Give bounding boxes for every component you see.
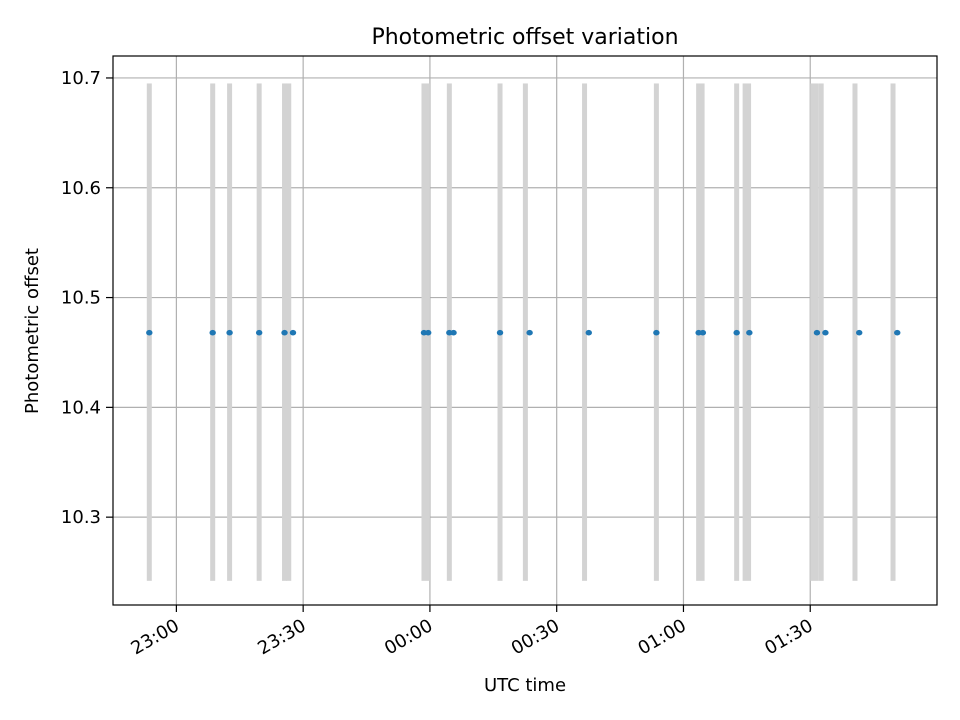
plot-frame: [112, 55, 938, 606]
data-point: [894, 329, 901, 336]
observation-band: [818, 83, 824, 581]
data-points: [146, 329, 901, 336]
x-axis-label: UTC time: [484, 675, 566, 696]
chart-title: Photometric offset variation: [371, 25, 678, 50]
data-point: [699, 329, 707, 336]
data-point: [424, 329, 432, 336]
data-point: [585, 329, 592, 336]
data-point: [822, 329, 829, 336]
y-axis-ticks: 10.3 10.4 10.5 10.6 10.7: [61, 68, 113, 528]
y-tick-label: 10.5: [61, 288, 101, 309]
data-point: [653, 329, 660, 336]
y-axis-label: Photometric offset: [22, 248, 43, 414]
y-tick-label: 10.3: [61, 507, 101, 528]
observation-band: [890, 83, 896, 581]
data-point: [856, 329, 863, 336]
observation-band: [286, 83, 292, 581]
data-point: [289, 329, 297, 336]
y-tick-label: 10.4: [61, 397, 101, 418]
y-tick-label: 10.6: [61, 178, 101, 199]
data-point: [746, 329, 753, 336]
data-point: [255, 329, 263, 336]
data-point: [526, 329, 533, 336]
observation-band: [522, 83, 528, 581]
y-tick-label: 10.7: [61, 68, 101, 89]
data-point: [226, 329, 233, 336]
data-point: [496, 329, 504, 336]
data-point: [209, 329, 216, 336]
data-point: [450, 329, 457, 336]
observation-band: [582, 83, 588, 581]
data-point: [281, 329, 288, 336]
data-point: [813, 329, 821, 336]
observation-band: [852, 83, 858, 581]
data-point: [146, 329, 153, 336]
data-point: [733, 329, 740, 336]
